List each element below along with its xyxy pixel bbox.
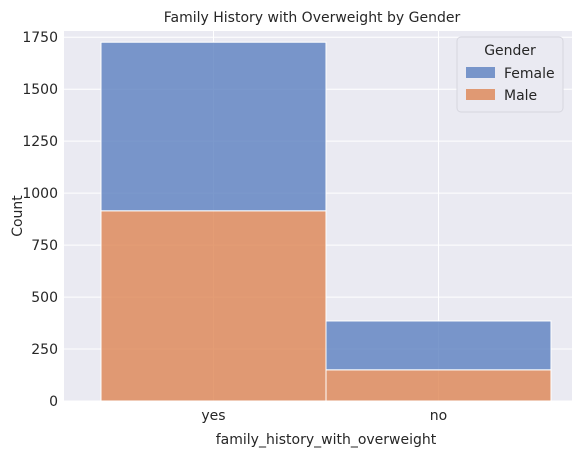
legend-label-male: Male: [504, 88, 537, 104]
y-tick-label: 1250: [22, 134, 58, 150]
x-tick-label: no: [430, 408, 447, 424]
bar-male-yes: [100, 210, 327, 402]
y-axis-label: Count: [10, 195, 26, 237]
x-tick-label: yes: [201, 408, 225, 424]
bar-male-no: [325, 369, 552, 402]
bar-female-yes: [100, 41, 327, 212]
y-tick-label: 250: [31, 342, 58, 358]
y-tick-label: 500: [31, 290, 58, 306]
legend-swatch-female: [466, 67, 495, 78]
y-ticks: 0 250 500 750 1000 1250 1500 1750: [22, 30, 58, 410]
x-ticks: yes no: [201, 408, 447, 424]
y-tick-label: 1500: [22, 82, 58, 98]
legend-title: Gender: [484, 43, 536, 59]
bars: [100, 41, 552, 402]
y-tick-label: 0: [49, 394, 58, 410]
bar-female-no: [325, 320, 552, 371]
y-tick-label: 1750: [22, 30, 58, 46]
chart-title: Family History with Overweight by Gender: [164, 10, 461, 26]
legend-swatch-male: [466, 89, 495, 100]
y-tick-label: 750: [31, 238, 58, 254]
legend-label-female: Female: [504, 66, 555, 82]
y-tick-label: 1000: [22, 186, 58, 202]
x-axis-label: family_history_with_overweight: [216, 432, 437, 448]
legend-items: Female Male: [466, 66, 555, 104]
legend: Gender Female Male: [456, 36, 564, 113]
